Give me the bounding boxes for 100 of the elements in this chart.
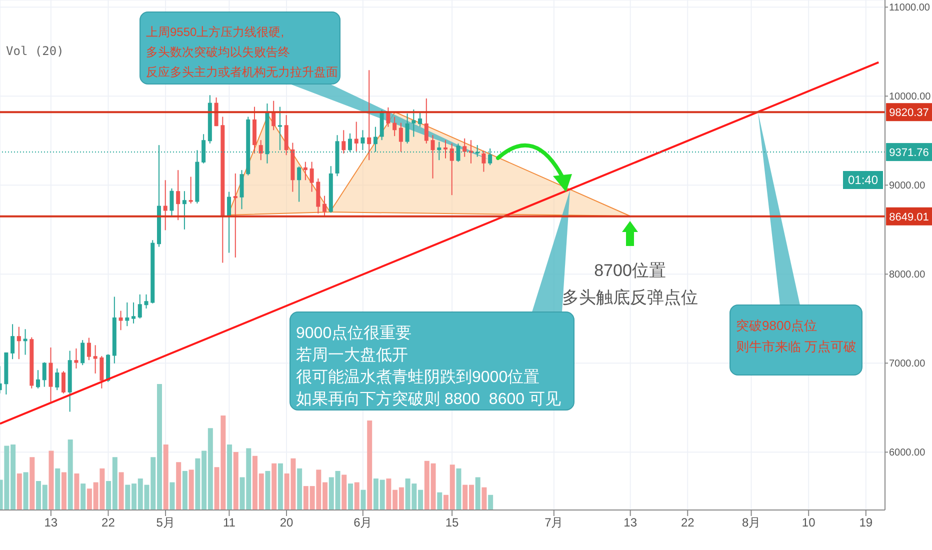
candlestick xyxy=(214,96,218,127)
bar xyxy=(354,482,360,510)
bar xyxy=(437,492,442,510)
candlestick xyxy=(258,140,263,161)
candlestick xyxy=(93,344,98,374)
x-tick-label: 22 xyxy=(680,516,695,530)
candlestick xyxy=(132,302,136,324)
bar xyxy=(80,484,86,510)
x-tick-label: 5月 xyxy=(156,516,175,530)
bar xyxy=(475,477,480,510)
candlestick xyxy=(100,356,104,389)
candlestick xyxy=(61,370,66,394)
y-tick-label: 6000.00 xyxy=(889,448,926,459)
x-tick-label: 11 xyxy=(222,516,236,530)
annotation: 01:40 xyxy=(848,173,878,187)
x-tick-label: 22 xyxy=(102,516,116,530)
candlestick xyxy=(240,170,244,210)
candlestick xyxy=(462,138,467,158)
bar xyxy=(68,439,73,510)
candlestick xyxy=(412,108,416,138)
candlestick xyxy=(430,134,435,179)
candlestick xyxy=(398,122,403,152)
annotation: 上周9550上方压力线很硬,多头数次突破均以失败告终反应多头主力或者机构无力拉升盘面 xyxy=(146,25,338,79)
y-tick-label: 10000.00 xyxy=(889,92,932,103)
x-tick-label: 7月 xyxy=(544,516,564,530)
bar xyxy=(342,474,347,510)
candlestick xyxy=(297,166,302,202)
ref-line-label: 9820.37 xyxy=(889,107,929,120)
bar xyxy=(278,463,283,510)
bar xyxy=(348,484,353,510)
candlestick xyxy=(188,176,193,204)
candlestick xyxy=(125,302,130,327)
candlestick xyxy=(55,368,60,391)
y-tick-label: 7000.00 xyxy=(889,358,926,370)
bar xyxy=(170,482,175,510)
bar xyxy=(188,470,194,510)
bar xyxy=(16,473,22,510)
x-tick-label: 20 xyxy=(280,516,294,530)
y-tick-label: 8000.00 xyxy=(889,270,926,281)
bar xyxy=(55,468,60,510)
bar xyxy=(488,494,494,510)
bar xyxy=(118,472,124,510)
bar xyxy=(23,472,28,510)
candlestick xyxy=(310,161,314,192)
bar xyxy=(482,487,487,510)
candlestick xyxy=(170,188,174,218)
candlestick xyxy=(42,362,46,388)
bar xyxy=(182,470,188,510)
bar xyxy=(61,472,66,510)
bar xyxy=(163,444,168,510)
candlestick xyxy=(418,111,422,128)
bar xyxy=(297,468,302,510)
candlestick xyxy=(405,112,410,144)
candlestick xyxy=(10,324,15,360)
bar xyxy=(227,444,232,510)
candlestick xyxy=(144,294,148,309)
bar xyxy=(456,468,462,510)
annotation: 突破9800点位则牛市来临 万点可破 xyxy=(736,318,857,354)
x-tick-label: 6月 xyxy=(354,516,372,530)
candlestick xyxy=(80,340,85,366)
candlestick xyxy=(278,106,282,151)
candlestick xyxy=(182,190,186,230)
annotation: 9000点位很重要若周一大盘低开很可能温水煮青蛙阴跌到9000位置如果再向下方突破则 8800 8600 可见 xyxy=(296,324,561,408)
y-tick-label: 9000.00 xyxy=(889,180,926,192)
candlestick xyxy=(392,116,397,137)
bar xyxy=(48,450,54,510)
candlestick xyxy=(450,142,454,196)
candlestick xyxy=(86,337,91,361)
bar xyxy=(265,470,270,510)
x-tick-label: 19 xyxy=(859,516,873,530)
y-tick-label: 11000.00 xyxy=(889,2,930,14)
chart-title: Vol (20) xyxy=(6,44,64,58)
bar xyxy=(30,457,35,510)
annotation: 8700位置多头触底反弹点位 xyxy=(562,261,698,307)
candlestick xyxy=(424,98,428,144)
candlestick xyxy=(138,294,142,319)
candlestick xyxy=(482,150,486,172)
candlestick xyxy=(163,180,168,231)
x-tick-label: 10 xyxy=(802,516,816,530)
ref-line-label: 8649.01 xyxy=(889,211,929,224)
bar xyxy=(74,473,80,510)
bar xyxy=(272,463,277,510)
candlestick xyxy=(118,310,123,331)
candlestick xyxy=(444,140,448,159)
bar xyxy=(360,490,366,510)
bar xyxy=(367,420,372,510)
candlestick xyxy=(36,370,40,389)
candlestick xyxy=(176,170,180,221)
ref-line-label: 9371.76 xyxy=(889,147,929,160)
candlestick xyxy=(227,191,232,254)
x-tick-label: 13 xyxy=(44,516,58,530)
candlestick xyxy=(354,121,358,152)
bar xyxy=(233,452,238,510)
bar xyxy=(176,462,182,510)
candlestick xyxy=(342,130,346,154)
candlestick xyxy=(386,106,390,128)
x-tick-label: 13 xyxy=(624,516,638,530)
candlestick xyxy=(322,195,327,217)
candlestick xyxy=(303,161,308,181)
candlestick xyxy=(272,100,276,131)
